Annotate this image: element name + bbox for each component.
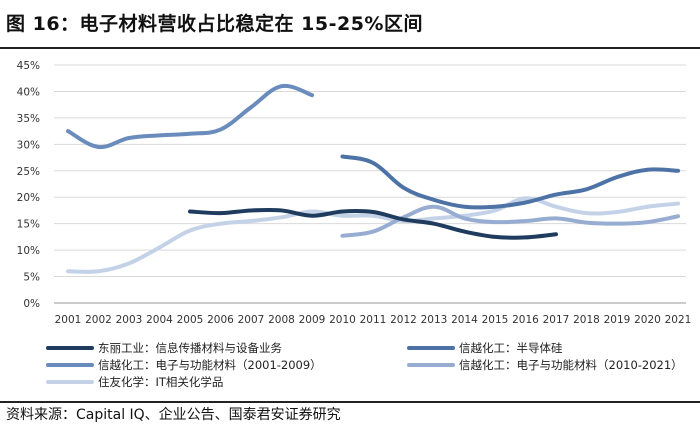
x-tick-label: 2007 <box>238 314 265 326</box>
y-axis-ticks: 0% 5% 10% 15% 20% 25% 30% 35% 40% 45% <box>17 60 40 310</box>
x-tick-label: 2015 <box>482 314 509 326</box>
x-tick-label: 2014 <box>451 314 478 326</box>
y-tick-label: 15% <box>17 219 40 231</box>
y-tick-label: 20% <box>17 192 40 204</box>
gridlines <box>54 64 686 304</box>
y-tick-label: 10% <box>17 245 40 257</box>
x-tick-label: 2004 <box>146 314 173 326</box>
legend-label: 信越化工：电子与功能材料（2001-2009） <box>98 358 322 372</box>
y-tick-label: 25% <box>17 166 40 178</box>
x-tick-label: 2002 <box>85 314 112 326</box>
chart-title: 图 16：电子材料营收占比稳定在 15-25%区间 <box>6 13 423 35</box>
x-tick-label: 2008 <box>268 314 295 326</box>
legend-label: 住友化学：IT相关化学品 <box>98 375 223 389</box>
legend-label: 信越化工：电子与功能材料（2010-2021） <box>459 358 683 372</box>
bottom-rule <box>0 401 700 403</box>
x-tick-label: 2016 <box>512 314 539 326</box>
x-tick-label: 2009 <box>299 314 326 326</box>
x-tick-label: 2001 <box>55 314 82 326</box>
series-lines <box>66 83 680 274</box>
x-tick-label: 2012 <box>390 314 417 326</box>
x-tick-label: 2020 <box>634 314 661 326</box>
x-tick-label: 2013 <box>421 314 448 326</box>
x-tick-label: 2005 <box>177 314 204 326</box>
series-line-2 <box>340 154 680 210</box>
y-tick-label: 35% <box>17 113 40 125</box>
source-note: 资料来源：Capital IQ、企业公告、国泰君安证券研究 <box>6 407 341 423</box>
x-tick-label: 2017 <box>543 314 570 326</box>
series-line-5 <box>66 196 680 274</box>
x-tick-label: 2010 <box>329 314 356 326</box>
x-tick-label: 2006 <box>207 314 234 326</box>
legend-label: 东丽工业：信息传播材料与设备业务 <box>98 341 282 355</box>
x-axis-ticks: 2001 2002 2003 2004 2005 2006 2007 2008 2009 2010… <box>55 314 692 326</box>
top-rule <box>0 47 700 49</box>
y-tick-label: 40% <box>17 86 40 98</box>
legend-label: 信越化工：半导体硅 <box>459 341 563 355</box>
y-tick-label: 5% <box>23 272 40 284</box>
x-tick-label: 2011 <box>360 314 387 326</box>
line-chart: 0%5%10%15%20%25%30%35%40%45% 2001 2002 200… <box>17 60 692 389</box>
y-tick-label: 30% <box>17 139 40 151</box>
y-tick-label: 0% <box>23 298 40 310</box>
legend: 东丽工业：信息传播材料与设备业务 信越化工：半导体硅信越化工：电子与功能材料（20… <box>46 341 683 389</box>
series-line-1 <box>188 207 558 240</box>
series-line-3 <box>66 83 314 150</box>
x-tick-label: 2018 <box>573 314 600 326</box>
x-tick-label: 2021 <box>665 314 692 326</box>
y-tick-label: 45% <box>17 60 40 72</box>
x-tick-label: 2019 <box>604 314 631 326</box>
x-tick-label: 2003 <box>116 314 143 326</box>
